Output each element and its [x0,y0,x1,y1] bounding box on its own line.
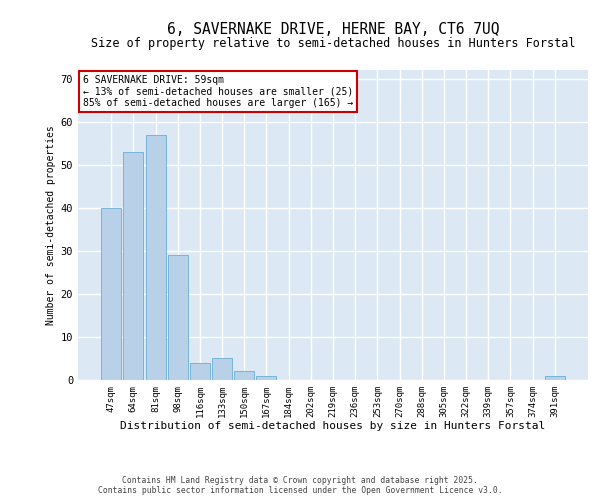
Bar [545,376,565,380]
Text: Contains HM Land Registry data © Crown copyright and database right 2025.
Contai: Contains HM Land Registry data © Crown c… [98,476,502,495]
Bar [190,363,210,380]
Bar [124,152,143,380]
Bar [256,376,277,380]
Text: Size of property relative to semi-detached houses in Hunters Forstal: Size of property relative to semi-detach… [91,38,575,51]
Bar [168,255,188,380]
Bar [101,208,121,380]
Bar [234,372,254,380]
X-axis label: Distribution of semi-detached houses by size in Hunters Forstal: Distribution of semi-detached houses by … [121,422,545,432]
Y-axis label: Number of semi-detached properties: Number of semi-detached properties [46,125,56,325]
Text: 6, SAVERNAKE DRIVE, HERNE BAY, CT6 7UQ: 6, SAVERNAKE DRIVE, HERNE BAY, CT6 7UQ [167,22,499,38]
Bar [146,134,166,380]
Text: 6 SAVERNAKE DRIVE: 59sqm
← 13% of semi-detached houses are smaller (25)
85% of s: 6 SAVERNAKE DRIVE: 59sqm ← 13% of semi-d… [83,74,353,108]
Bar [212,358,232,380]
